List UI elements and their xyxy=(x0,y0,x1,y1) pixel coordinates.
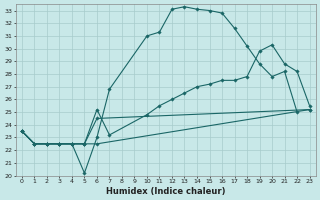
X-axis label: Humidex (Indice chaleur): Humidex (Indice chaleur) xyxy=(106,187,226,196)
